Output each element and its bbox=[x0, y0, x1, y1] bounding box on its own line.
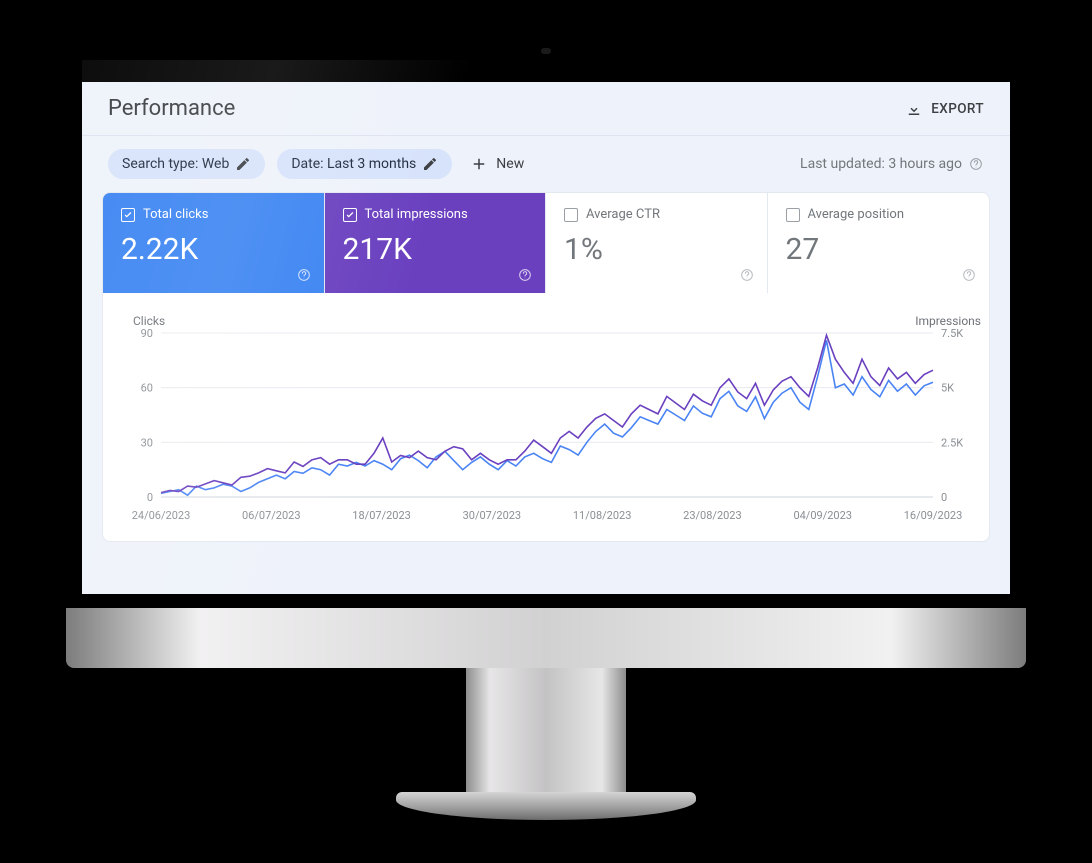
series-impressions bbox=[161, 335, 933, 492]
date-filter-label: Date: Last 3 months bbox=[291, 156, 416, 172]
pencil-icon bbox=[422, 156, 438, 172]
metric-value: 1% bbox=[564, 232, 749, 267]
metric-label: Average CTR bbox=[586, 207, 660, 222]
bezel: Performance EXPORT Search type: Web Date… bbox=[82, 60, 1010, 594]
svg-text:24/06/2023: 24/06/2023 bbox=[132, 509, 191, 522]
download-icon bbox=[905, 100, 923, 118]
monitor-neck bbox=[466, 668, 626, 798]
metric-card-position[interactable]: Average position 27 bbox=[768, 193, 990, 293]
checkbox-icon bbox=[343, 208, 357, 222]
metric-head: Total impressions bbox=[343, 207, 528, 222]
metric-label: Total clicks bbox=[143, 207, 208, 222]
metric-card-ctr[interactable]: Average CTR 1% bbox=[546, 193, 768, 293]
filter-bar: Search type: Web Date: Last 3 months New… bbox=[82, 136, 1010, 192]
svg-text:7.5K: 7.5K bbox=[941, 327, 963, 340]
export-label: EXPORT bbox=[931, 101, 984, 117]
metric-cards: Total clicks 2.22K Total impressions 217K Av… bbox=[102, 192, 990, 293]
metric-label: Average position bbox=[808, 207, 905, 222]
svg-text:0: 0 bbox=[941, 491, 947, 504]
metric-value: 2.22K bbox=[121, 232, 306, 267]
help-icon[interactable] bbox=[739, 267, 755, 283]
svg-text:23/08/2023: 23/08/2023 bbox=[683, 509, 742, 522]
svg-text:60: 60 bbox=[141, 382, 153, 395]
help-icon[interactable] bbox=[968, 156, 984, 172]
svg-text:18/07/2023: 18/07/2023 bbox=[352, 509, 411, 522]
content: Total clicks 2.22K Total impressions 217K Av… bbox=[82, 192, 1010, 560]
performance-chart: Clicks Impressions 0 30 60 90 0 2.5K 5K 7.5K 24/06… bbox=[121, 309, 985, 527]
metric-head: Average CTR bbox=[564, 207, 749, 222]
metric-head: Total clicks bbox=[121, 207, 306, 222]
new-label: New bbox=[496, 156, 524, 172]
svg-text:04/09/2023: 04/09/2023 bbox=[793, 509, 852, 522]
date-filter[interactable]: Date: Last 3 months bbox=[277, 149, 452, 179]
metric-label: Total impressions bbox=[365, 207, 468, 222]
checkbox-icon bbox=[121, 208, 135, 222]
metric-value: 27 bbox=[786, 232, 972, 267]
svg-text:5K: 5K bbox=[941, 382, 954, 395]
search-type-label: Search type: Web bbox=[122, 156, 229, 172]
chart-container: Clicks Impressions 0 30 60 90 0 2.5K 5K 7.5K 24/06… bbox=[102, 293, 990, 542]
series-clicks bbox=[161, 340, 933, 495]
help-icon[interactable] bbox=[961, 267, 977, 283]
screen: Performance EXPORT Search type: Web Date… bbox=[82, 82, 1010, 594]
checkbox-icon bbox=[786, 208, 800, 222]
monitor-frame: Performance EXPORT Search type: Web Date… bbox=[66, 38, 1026, 610]
new-filter-button[interactable]: New bbox=[464, 148, 530, 180]
checkbox-icon bbox=[564, 208, 578, 222]
svg-text:0: 0 bbox=[147, 491, 153, 504]
svg-text:11/08/2023: 11/08/2023 bbox=[573, 509, 632, 522]
svg-text:2.5K: 2.5K bbox=[941, 436, 963, 449]
help-icon[interactable] bbox=[517, 267, 533, 283]
svg-text:90: 90 bbox=[141, 327, 153, 340]
page-title: Performance bbox=[108, 96, 235, 121]
last-updated: Last updated: 3 hours ago bbox=[800, 156, 984, 172]
pencil-icon bbox=[235, 156, 251, 172]
svg-text:Clicks: Clicks bbox=[133, 314, 165, 328]
svg-text:Impressions: Impressions bbox=[915, 314, 981, 328]
svg-text:06/07/2023: 06/07/2023 bbox=[242, 509, 301, 522]
metric-card-impressions[interactable]: Total impressions 217K bbox=[325, 193, 547, 293]
search-type-filter[interactable]: Search type: Web bbox=[108, 149, 265, 179]
svg-text:16/09/2023: 16/09/2023 bbox=[904, 509, 963, 522]
metric-head: Average position bbox=[786, 207, 972, 222]
monitor-chin bbox=[66, 608, 1026, 668]
metric-card-clicks[interactable]: Total clicks 2.22K bbox=[103, 193, 325, 293]
metric-value: 217K bbox=[343, 232, 528, 267]
export-button[interactable]: EXPORT bbox=[905, 100, 984, 118]
last-updated-text: Last updated: 3 hours ago bbox=[800, 156, 962, 172]
help-icon[interactable] bbox=[296, 267, 312, 283]
svg-text:30: 30 bbox=[141, 436, 153, 449]
top-bar: Performance EXPORT bbox=[82, 82, 1010, 136]
plus-icon bbox=[470, 155, 488, 173]
camera-dot bbox=[541, 48, 551, 54]
monitor-foot bbox=[396, 792, 696, 820]
svg-text:30/07/2023: 30/07/2023 bbox=[463, 509, 522, 522]
